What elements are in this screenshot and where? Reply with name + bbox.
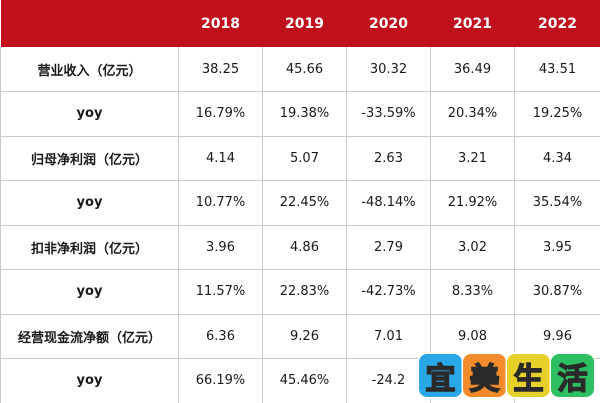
table-row: yoy 11.57% 22.83% -42.73% 8.33% 30.87% [0, 269, 600, 315]
header-year-2019: 2019 [262, 0, 347, 47]
table-cell: 5.07 [262, 136, 347, 181]
table-row: 经营现金流净额（亿元） 6.36 9.26 7.01 9.08 9.96 [0, 314, 600, 359]
watermark-char: 美 [463, 354, 506, 397]
table-cell: 9.26 [262, 314, 347, 359]
table-cell: 9.96 [514, 314, 600, 359]
watermark-char: 活 [551, 354, 594, 397]
table-cell: 4.86 [262, 225, 347, 270]
table-cell: 36.49 [430, 47, 515, 92]
row-label: yoy [0, 269, 179, 315]
table-cell: 8.33% [430, 269, 515, 315]
row-label: yoy [0, 358, 179, 403]
header-year-2018: 2018 [178, 0, 263, 47]
table-cell: 4.34 [514, 136, 600, 181]
table-cell: 19.25% [514, 91, 600, 137]
table-cell: 30.32 [346, 47, 431, 92]
table-body: 营业收入（亿元） 38.25 45.66 30.32 36.49 43.51 y… [0, 47, 600, 403]
table-cell: 16.79% [178, 91, 263, 137]
table-cell: 45.66 [262, 47, 347, 92]
table-cell: 3.02 [430, 225, 515, 270]
table-cell: 10.77% [178, 180, 263, 226]
table-row: 营业收入（亿元） 38.25 45.66 30.32 36.49 43.51 [0, 47, 600, 92]
table-cell: 9.08 [430, 314, 515, 359]
table-row: 归母净利润（亿元） 4.14 5.07 2.63 3.21 4.34 [0, 136, 600, 181]
table-cell: 11.57% [178, 269, 263, 315]
table-cell: -48.14% [346, 180, 431, 226]
header-year-2022: 2022 [514, 0, 600, 47]
row-label: yoy [0, 180, 179, 226]
watermark-char: 生 [507, 354, 550, 397]
table-cell: -24.2 [346, 358, 431, 403]
table-row: yoy 16.79% 19.38% -33.59% 20.34% 19.25% [0, 91, 600, 137]
table-row: yoy 10.77% 22.45% -48.14% 21.92% 35.54% [0, 180, 600, 226]
table-cell: 22.83% [262, 269, 347, 315]
table-cell: 3.96 [178, 225, 263, 270]
header-year-2021: 2021 [430, 0, 515, 47]
table-cell: 4.14 [178, 136, 263, 181]
table-cell: 21.92% [430, 180, 515, 226]
table-cell: 43.51 [514, 47, 600, 92]
row-label: 营业收入（亿元） [0, 47, 179, 92]
watermark-logo: 宜 美 生 活 [419, 354, 594, 397]
table-cell: 19.38% [262, 91, 347, 137]
header-row: 2018 2019 2020 2021 2022 [0, 0, 600, 47]
row-label: 扣非净利润（亿元） [0, 225, 179, 270]
table-cell: 30.87% [514, 269, 600, 315]
row-label: yoy [0, 91, 179, 137]
header-year-2020: 2020 [346, 0, 431, 47]
table-row: 扣非净利润（亿元） 3.96 4.86 2.79 3.02 3.95 [0, 225, 600, 270]
table-cell: 22.45% [262, 180, 347, 226]
row-label: 经营现金流净额（亿元） [0, 314, 179, 359]
table-cell: 7.01 [346, 314, 431, 359]
table-cell: 66.19% [178, 358, 263, 403]
table-header: 2018 2019 2020 2021 2022 [0, 0, 600, 47]
table-cell: -33.59% [346, 91, 431, 137]
table-cell: 38.25 [178, 47, 263, 92]
table-cell: 2.79 [346, 225, 431, 270]
header-corner [0, 0, 179, 47]
table-cell: 3.21 [430, 136, 515, 181]
table-cell: 20.34% [430, 91, 515, 137]
row-label: 归母净利润（亿元） [0, 136, 179, 181]
table-cell: 45.46% [262, 358, 347, 403]
table-cell: -42.73% [346, 269, 431, 315]
table-cell: 6.36 [178, 314, 263, 359]
table-cell: 2.63 [346, 136, 431, 181]
table-cell: 35.54% [514, 180, 600, 226]
table-cell: 3.95 [514, 225, 600, 270]
watermark-char: 宜 [419, 354, 462, 397]
